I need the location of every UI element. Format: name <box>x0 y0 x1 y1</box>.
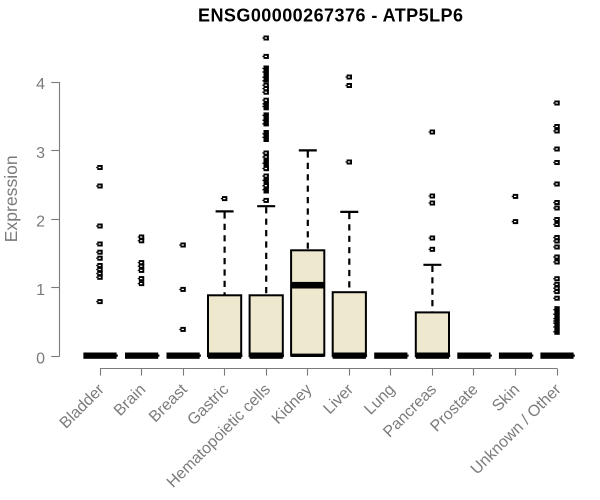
svg-text:1: 1 <box>36 282 45 299</box>
svg-text:Expression: Expression <box>1 155 21 242</box>
svg-text:2: 2 <box>36 213 45 230</box>
svg-text:0: 0 <box>36 350 45 367</box>
svg-text:3: 3 <box>36 145 45 162</box>
svg-text:4: 4 <box>36 76 45 93</box>
svg-text:ENSG00000267376 - ATP5LP6: ENSG00000267376 - ATP5LP6 <box>198 6 463 26</box>
